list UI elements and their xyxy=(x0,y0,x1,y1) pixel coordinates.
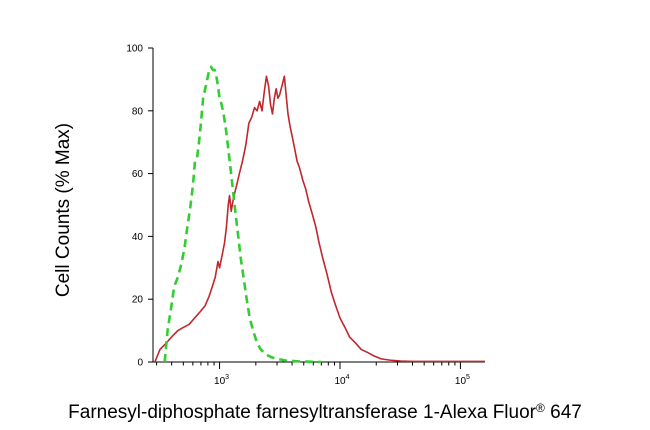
x-axis-title-mark: ® xyxy=(536,401,545,415)
y-tick-label: 40 xyxy=(132,232,144,243)
series-line-dashed-green xyxy=(163,65,322,364)
x-tick-exponent: 4 xyxy=(346,374,350,381)
x-axis-ticks: 103 104 105 xyxy=(156,362,470,387)
axes xyxy=(152,48,485,363)
x-tick-label: 105 xyxy=(455,374,470,387)
y-tick-label: 100 xyxy=(126,44,143,55)
series-layer xyxy=(154,65,485,364)
x-tick-exponent: 3 xyxy=(225,374,229,381)
x-axis-title-tail: 647 xyxy=(545,402,582,423)
x-tick-exponent: 5 xyxy=(466,374,470,381)
x-tick-base: 10 xyxy=(334,376,346,387)
y-tick-label: 80 xyxy=(132,106,144,117)
y-axis-ticks: 0 20 40 60 80 100 xyxy=(126,44,153,369)
x-tick-label: 103 xyxy=(214,374,229,387)
x-tick-base: 10 xyxy=(455,376,467,387)
x-tick-label: 104 xyxy=(334,374,349,387)
y-tick-label: 0 xyxy=(137,358,143,369)
x-axis-title: Farnesyl-diphosphate farnesyltransferase… xyxy=(68,401,582,423)
y-axis-title: Cell Counts (% Max) xyxy=(53,123,74,297)
y-tick-label: 60 xyxy=(132,169,144,180)
x-tick-base: 10 xyxy=(214,376,226,387)
y-tick-label: 20 xyxy=(132,295,144,306)
x-axis-title-main: Farnesyl-diphosphate farnesyltransferase… xyxy=(68,402,537,423)
series-line-solid-red xyxy=(154,75,485,363)
